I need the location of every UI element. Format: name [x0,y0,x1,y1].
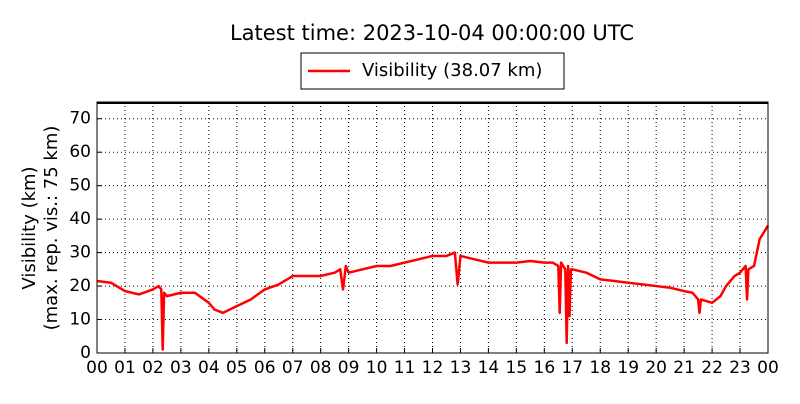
x-tick-label: 02 [142,358,164,378]
y-axis-label: Visibility (km) [19,166,40,289]
y-tick-label: 30 [69,243,91,263]
x-tick-label: 04 [198,358,220,378]
x-tick-label: 19 [617,358,639,378]
x-tick-label: 06 [254,358,276,378]
x-tick-label: 23 [729,358,751,378]
y-tick-label: 20 [69,276,91,296]
y-tick-label: 50 [69,176,91,196]
data-line [96,224,770,351]
y-tick-label: 10 [69,310,91,330]
x-tick-label: 16 [534,358,556,378]
y-tick-label: 0 [80,343,91,363]
x-tick-label: 05 [226,358,248,378]
x-tick-label: 09 [338,358,360,378]
x-tick-label: 10 [366,358,388,378]
x-tick-label: 13 [450,358,472,378]
x-tick-label: 11 [394,358,416,378]
x-tick-label: 07 [282,358,304,378]
y-tick-label: 40 [69,209,91,229]
x-tick-label: 08 [310,358,332,378]
x-tick-label: 14 [478,358,500,378]
x-tick-label: 18 [589,358,611,378]
chart-title: Latest time: 2023-10-04 00:00:00 UTC [230,21,634,45]
y-tick-label: 60 [69,142,91,162]
y-tick-label: 70 [69,109,91,129]
x-tick-label: 22 [701,358,723,378]
x-tick-label: 03 [170,358,192,378]
x-tick-label: 12 [422,358,444,378]
x-tick-label: 15 [506,358,528,378]
x-tick-label: 17 [561,358,583,378]
y-axis-label: (max. rep. vis.: 75 km) [41,126,62,331]
x-tick-label: 20 [645,358,667,378]
x-tick-label: 21 [673,358,695,378]
legend-label: Visibility (38.07 km) [362,60,542,81]
x-tick-label: 00 [86,358,108,378]
x-tick-label: 01 [114,358,136,378]
x-tick-label: 00 [757,358,779,378]
